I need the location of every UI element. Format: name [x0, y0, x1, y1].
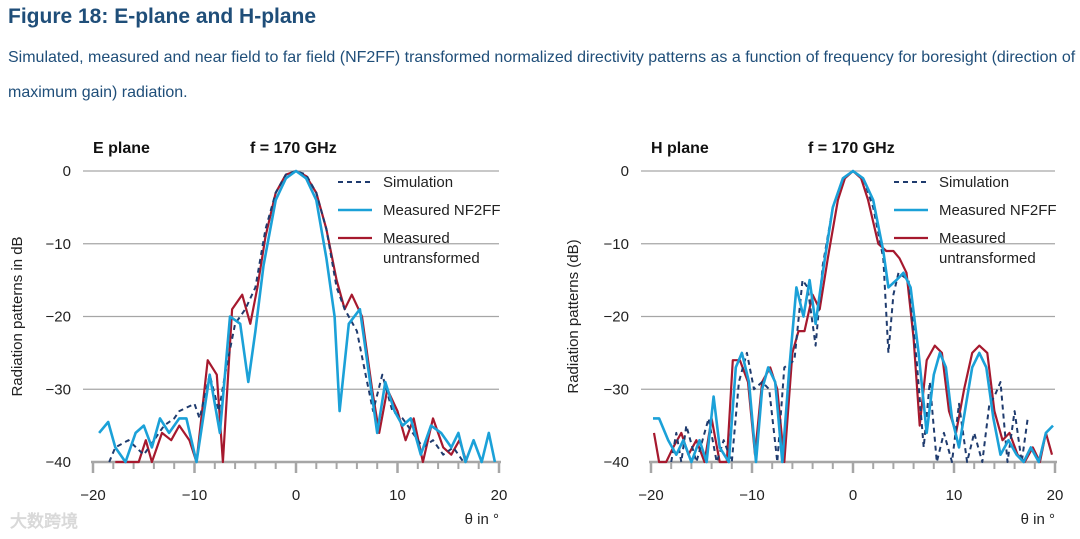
legend-label: Simulation [939, 174, 1009, 191]
legend-label: Measured [383, 230, 450, 247]
figure-caption: Simulated, measured and near field to fa… [8, 49, 1076, 101]
y-tick-label: −20 [604, 309, 629, 326]
x-axis-label: θ in ° [1021, 511, 1055, 528]
frequency-label: f = 170 GHz [808, 140, 895, 157]
legend-label: Measured NF2FF [939, 202, 1057, 219]
y-tick-label: −30 [604, 381, 629, 398]
frequency-label: f = 170 GHz [250, 140, 337, 157]
x-tick-label: −10 [739, 487, 764, 504]
y-tick-label: −30 [46, 381, 71, 398]
x-axis-label: θ in ° [465, 511, 499, 528]
y-tick-label: 0 [621, 163, 629, 180]
e-plane-chart: 0 −10 −20 −30 −40 −20 −10 0 10 20 θ in ° Radiation … [9, 140, 508, 528]
series-line-measured-nf2ff [653, 169, 1054, 464]
y-tick-label: 0 [63, 163, 71, 180]
y-tick-label: −20 [46, 309, 71, 326]
y-axis-label: Radiation patterns in dB [9, 236, 26, 396]
figure-title: Figure 18: E-plane and H-plane [8, 5, 317, 28]
x-tick-label: 0 [292, 487, 300, 504]
legend-label: untransformed [383, 250, 480, 267]
legend-label: Simulation [383, 174, 453, 191]
y-tick-label: −40 [604, 454, 629, 471]
legend-label: Measured NF2FF [383, 202, 501, 219]
y-axis-label: Radiation patterns (dB) [565, 239, 582, 393]
y-tick-label: −40 [46, 454, 71, 471]
legend-label: Measured [939, 230, 1006, 247]
y-tick-label: −10 [604, 236, 629, 253]
x-tick-label: 10 [946, 487, 963, 504]
x-tick-label: 20 [491, 487, 508, 504]
watermark-logo: 大数跨境 [10, 512, 78, 531]
x-tick-label: −20 [80, 487, 105, 504]
series-line-simulation [108, 170, 465, 463]
series-line-measured-nf2ff [98, 169, 497, 464]
x-tick-label: 10 [389, 487, 406, 504]
h-plane-chart: 0 −10 −20 −30 −40 −20 −10 0 10 20 θ in ° Radiation … [565, 140, 1064, 528]
plane-label: H plane [651, 140, 709, 157]
x-tick-label: 20 [1047, 487, 1064, 504]
x-tick-label: 0 [849, 487, 857, 504]
x-tick-label: −20 [638, 487, 663, 504]
y-tick-label: −10 [46, 236, 71, 253]
x-tick-label: −10 [182, 487, 207, 504]
legend-label: untransformed [939, 250, 1036, 267]
plane-label: E plane [93, 140, 150, 157]
